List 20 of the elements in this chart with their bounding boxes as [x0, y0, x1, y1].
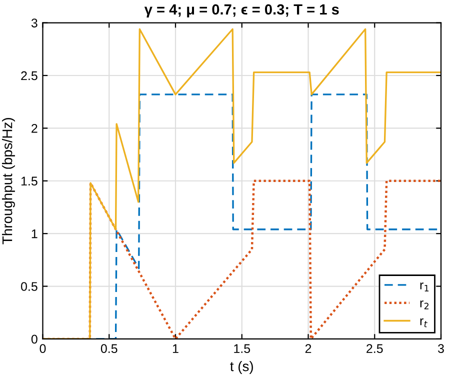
x-tick-label: 2.5 — [366, 344, 383, 354]
chart-title: γ = 4; μ = 0.7; ϵ = 0.3; T = 1 s — [144, 4, 339, 18]
y-tick-label: 2 — [32, 124, 38, 133]
y-tick-label: 1 — [32, 230, 38, 238]
y-tick-label: 3 — [31, 18, 38, 28]
y-tick-label: 1.5 — [21, 176, 38, 186]
y-tick-label: 0.5 — [21, 282, 38, 291]
x-tick-label: 2 — [305, 344, 312, 353]
x-tick-label: 0.5 — [100, 344, 118, 354]
x-tick-label: 1.5 — [234, 344, 250, 354]
x-tick-label: 1 — [172, 344, 178, 353]
y-tick-label: 2.5 — [21, 71, 38, 80]
y-axis-title: Throughput (bps/Hz) — [2, 118, 15, 244]
legend-label: r$_{1}$ — [420, 282, 429, 292]
legend-label: r$_{t}$ — [420, 318, 428, 328]
y-tick-label: 0 — [31, 334, 38, 344]
x-axis-title: t (s) — [230, 361, 253, 374]
x-tick-label: 0 — [40, 344, 46, 354]
legend-label: r$_{2}$ — [420, 300, 428, 310]
x-tick-label: 3 — [438, 344, 444, 354]
